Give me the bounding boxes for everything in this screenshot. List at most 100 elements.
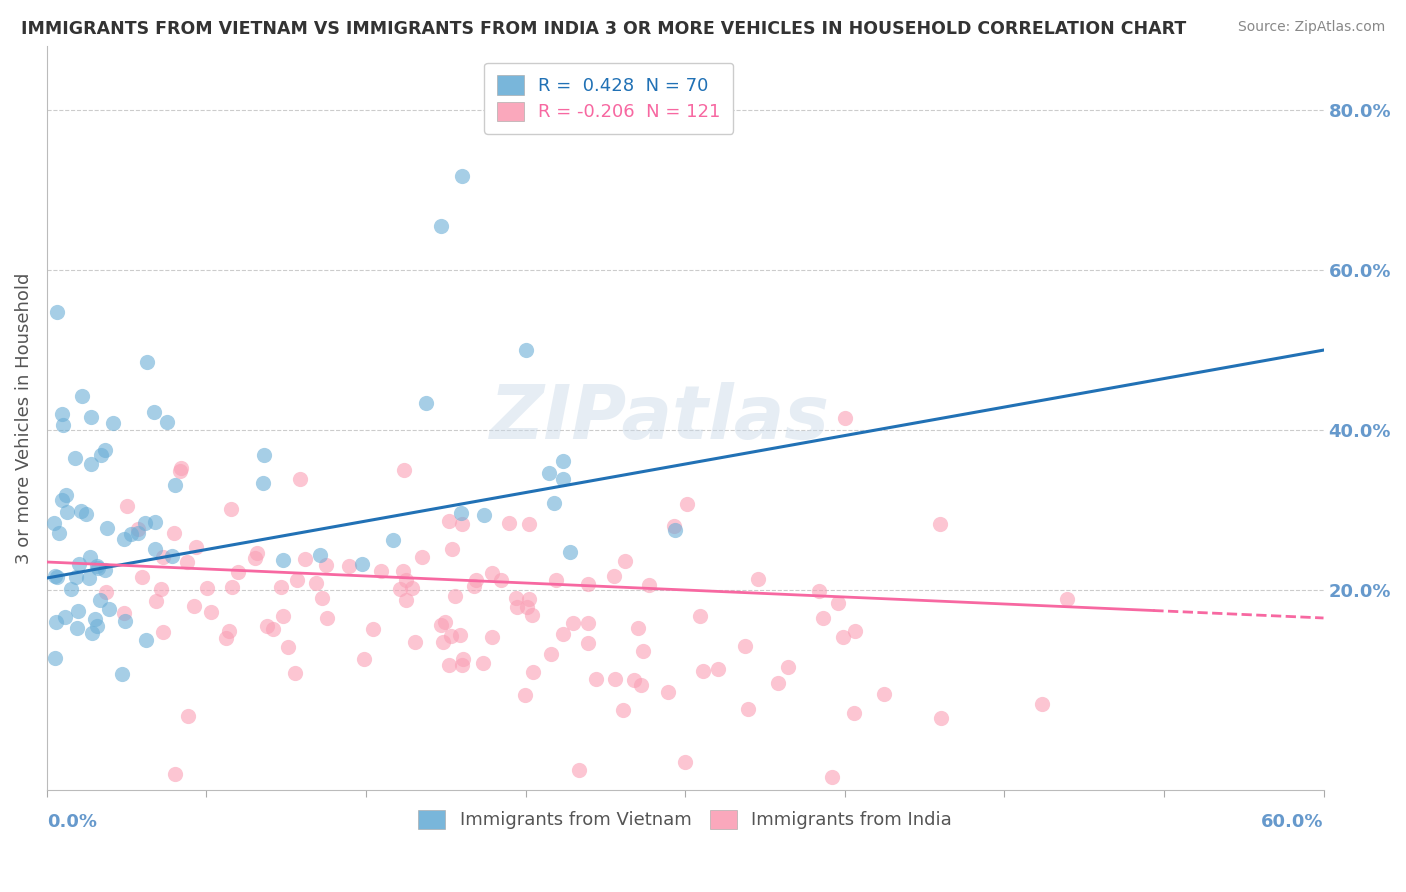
Point [353, 651, 375, 665]
Point [612, 703, 634, 717]
Point [271, 609, 294, 624]
Point [176, 555, 198, 569]
Point [134, 516, 156, 530]
Point [285, 573, 308, 587]
Text: IMMIGRANTS FROM VIETNAM VS IMMIGRANTS FROM INDIA 3 OR MORE VEHICLES IN HOUSEHOLD: IMMIGRANTS FROM VIETNAM VS IMMIGRANTS FR… [21, 20, 1187, 37]
Point [692, 664, 714, 678]
Point [675, 497, 697, 511]
Point [821, 770, 844, 784]
Point [80, 626, 103, 640]
Text: ZIPatlas: ZIPatlas [489, 382, 830, 455]
Point [392, 565, 415, 579]
Point [630, 678, 652, 692]
Point [96, 521, 118, 535]
Point [517, 516, 540, 531]
Point [48, 525, 70, 540]
Point [537, 466, 560, 480]
Point [471, 656, 494, 670]
Point [551, 472, 574, 486]
Point [120, 527, 142, 541]
Point [734, 639, 756, 653]
Point [67, 557, 90, 571]
Point [929, 517, 952, 532]
Point [156, 416, 179, 430]
Point [543, 496, 565, 510]
Point [404, 634, 426, 648]
Point [131, 570, 153, 584]
Point [177, 709, 200, 723]
Point [200, 605, 222, 619]
Point [401, 581, 423, 595]
Point [450, 506, 472, 520]
Point [165, 478, 187, 492]
Point [45, 570, 67, 584]
Point [827, 595, 849, 609]
Point [46, 305, 69, 319]
Point [449, 628, 471, 642]
Point [429, 219, 451, 234]
Point [389, 582, 412, 596]
Point [440, 630, 463, 644]
Point [451, 651, 474, 665]
Point [395, 573, 418, 587]
Point [136, 355, 159, 369]
Point [218, 624, 240, 639]
Point [631, 644, 654, 658]
Point [52, 418, 75, 433]
Point [382, 533, 405, 547]
Point [551, 627, 574, 641]
Point [439, 658, 461, 673]
Point [55, 488, 77, 502]
Point [463, 579, 485, 593]
Point [86, 558, 108, 573]
Point [114, 615, 136, 629]
Point [432, 634, 454, 648]
Point [576, 577, 599, 591]
Y-axis label: 3 or more Vehicles in Household: 3 or more Vehicles in Household [15, 272, 32, 564]
Point [576, 615, 599, 630]
Point [747, 572, 769, 586]
Point [873, 687, 896, 701]
Point [370, 564, 392, 578]
Point [145, 516, 167, 530]
Point [808, 584, 831, 599]
Point [90, 448, 112, 462]
Point [568, 763, 591, 777]
Point [56, 505, 79, 519]
Point [145, 594, 167, 608]
Point [112, 606, 135, 620]
Point [89, 592, 111, 607]
Point [311, 591, 333, 605]
Point [834, 411, 856, 425]
Point [515, 343, 537, 357]
Point [664, 523, 686, 537]
Point [561, 615, 583, 630]
Point [522, 665, 544, 680]
Point [451, 516, 474, 531]
Point [844, 624, 866, 638]
Point [309, 548, 332, 562]
Point [415, 395, 437, 409]
Point [842, 706, 865, 721]
Point [65, 570, 87, 584]
Point [59, 582, 82, 596]
Point [603, 568, 626, 582]
Point [766, 676, 789, 690]
Point [662, 518, 685, 533]
Point [614, 554, 637, 568]
Point [481, 566, 503, 580]
Point [77, 571, 100, 585]
Point [516, 599, 538, 614]
Point [127, 522, 149, 536]
Point [143, 405, 166, 419]
Point [361, 622, 384, 636]
Point [243, 551, 266, 566]
Point [450, 169, 472, 183]
Point [80, 457, 103, 471]
Point [98, 602, 121, 616]
Point [626, 621, 648, 635]
Point [44, 569, 66, 583]
Point [513, 688, 536, 702]
Point [506, 599, 529, 614]
Point [551, 454, 574, 468]
